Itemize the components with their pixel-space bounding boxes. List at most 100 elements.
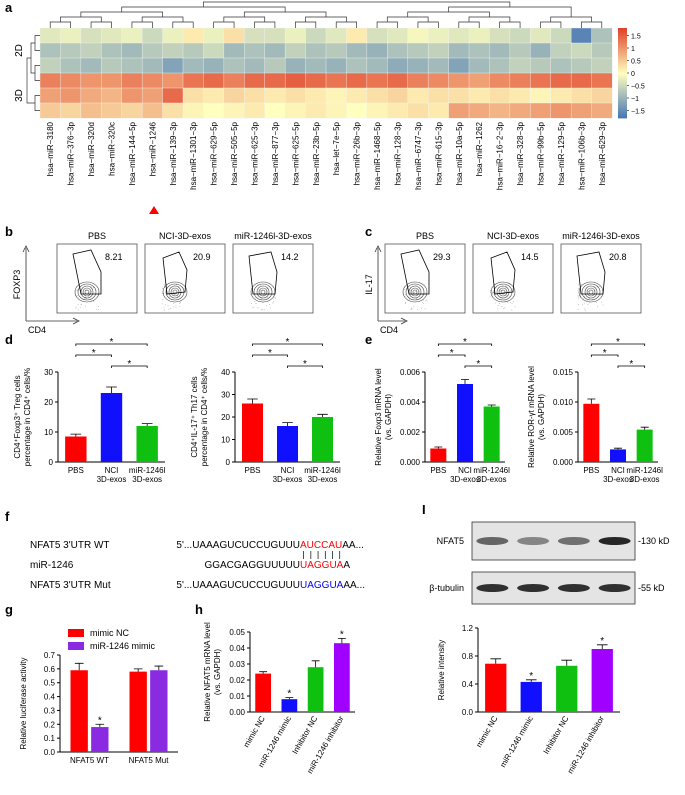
heatmap-cell (591, 42, 613, 59)
dendrogram (550, 16, 592, 22)
colorbar-step (618, 80, 627, 83)
flow-dot (261, 298, 263, 299)
heatmap-cell (366, 72, 388, 89)
flow-dot (163, 309, 165, 311)
flow-dot (261, 309, 263, 311)
heatmap-cell (223, 42, 245, 59)
y-axis-label: (vs. GAPDH) (537, 394, 546, 441)
column-label: hsa−miR−625−3p (251, 121, 260, 185)
column-label: hsa−miR−6747−3p (414, 121, 423, 189)
panel-label: b (5, 224, 13, 239)
heatmap-cell (448, 72, 470, 89)
heatmap-cell (182, 27, 204, 44)
colorbar-step (618, 112, 627, 114)
flow-dot (581, 284, 582, 285)
flow-dot (413, 306, 415, 308)
flow-contour (170, 287, 180, 297)
highlight-marker (149, 206, 159, 214)
blot-band (598, 584, 631, 592)
flow-gate (248, 251, 278, 295)
flow-contour (490, 281, 516, 303)
heatmap-cell (530, 72, 552, 89)
dendrogram (80, 11, 163, 17)
flow-contour (168, 285, 182, 299)
significance-label: * (286, 337, 290, 348)
error-bar (70, 433, 82, 437)
column-label: hsa−miR−3180 (46, 121, 55, 176)
flow-dot (416, 289, 418, 291)
heatmap-cell (550, 42, 572, 59)
dendrogram (30, 42, 35, 74)
colorbar-step (618, 31, 627, 33)
dendrogram (540, 21, 562, 28)
flow-dot (512, 301, 514, 303)
dendrogram (386, 16, 429, 22)
colorbar-step (618, 116, 627, 119)
bar (65, 436, 87, 462)
flow-dot (577, 309, 579, 311)
heatmap-cell (489, 27, 511, 44)
colorbar-step (618, 73, 627, 75)
heatmap-cell (427, 27, 450, 44)
colorbar-step (618, 91, 627, 93)
colorbar-step (618, 46, 627, 48)
dendrogram (407, 11, 490, 17)
flow-dot (175, 305, 177, 307)
bar (520, 681, 542, 712)
bar (591, 649, 613, 712)
dendrogram (223, 16, 266, 22)
colorbar-step (618, 77, 627, 80)
significance-label: * (629, 359, 633, 370)
flow-contour (172, 289, 178, 295)
y-axis-label: Relative intensity (437, 640, 446, 700)
flow-dot (164, 304, 166, 306)
heatmap-cell (346, 87, 368, 104)
heatmap-cell (182, 102, 204, 119)
heatmap-cell (305, 57, 327, 74)
heatmap-cell (121, 57, 143, 74)
heatmap-cell (284, 42, 307, 59)
heatmap-cell (366, 27, 388, 44)
heatmap-cell (284, 87, 307, 104)
column-label: hsa−miR−99b−5p (537, 121, 546, 185)
dendrogram (468, 16, 511, 22)
error-bar (285, 697, 294, 700)
y-tick-label: 20 (44, 398, 53, 407)
y-tick-label: 0.005 (553, 428, 574, 437)
heatmap-cell (427, 57, 450, 74)
significance-bracket (252, 343, 323, 346)
flow-dot (492, 294, 494, 296)
bar (70, 670, 88, 752)
flow-dot (77, 289, 78, 291)
heatmap-cell (346, 42, 368, 59)
column-label: hsa−miR−128−3p (394, 121, 403, 185)
dendrogram (60, 16, 102, 22)
heatmap-cell (325, 57, 347, 74)
dendrogram (499, 21, 521, 28)
sequence-site: UAGGUA (300, 580, 344, 591)
bar (312, 417, 333, 462)
colorbar-step (618, 64, 627, 66)
flow-dot (494, 302, 496, 304)
y-axis-label: Relative ROR-γt mRNA level (527, 366, 536, 468)
flow-dot (423, 303, 424, 304)
column-label: hsa−miR−129−5p (557, 121, 566, 185)
axis-arrow (378, 317, 408, 325)
flow-title: NCI-3D-exos (159, 231, 212, 241)
column-label: hsa−miR−320c (108, 122, 117, 176)
colorbar-tick-label: 0.5 (631, 59, 641, 66)
flow-gate (490, 251, 516, 295)
flow-dot (97, 306, 99, 307)
colorbar-step (618, 35, 627, 38)
colorbar-tick-label: 1.5 (631, 34, 641, 41)
heatmap-cell (325, 42, 347, 59)
colorbar-step (618, 61, 627, 63)
column-label: hsa−miR−1468−5p (373, 121, 382, 189)
flow-dot (263, 294, 265, 296)
flow-dot (582, 304, 583, 306)
heatmap-cell (550, 102, 572, 119)
flow-dot (595, 301, 597, 303)
sequence-site: AUCCAU (300, 540, 342, 551)
blot-band-label: NFAT5 (437, 536, 464, 546)
flow-dot (491, 291, 493, 293)
